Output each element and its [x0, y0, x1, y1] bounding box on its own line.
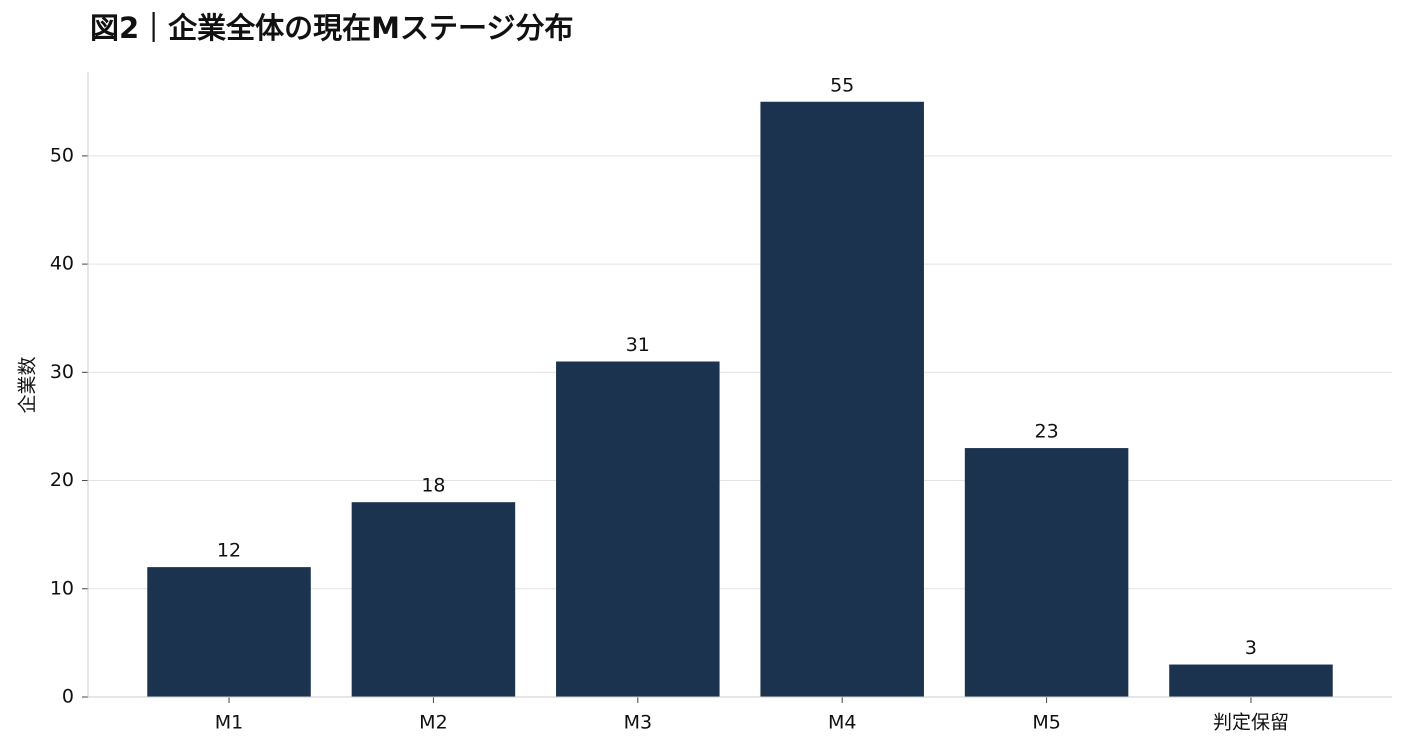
- y-tick-label: 10: [50, 577, 74, 599]
- bar: [964, 448, 1129, 697]
- bar: [760, 101, 924, 697]
- y-axis-label: 企業数: [17, 356, 39, 413]
- x-tick-label: M2: [419, 712, 447, 734]
- bar: [147, 567, 311, 697]
- y-tick-label: 0: [62, 686, 74, 708]
- value-label: 18: [421, 475, 445, 497]
- value-label: 12: [217, 540, 241, 562]
- chart-title: 図2｜企業全体の現在Mステージ分布: [90, 11, 573, 45]
- x-tick-label: 判定保留: [1213, 712, 1289, 734]
- y-tick-label: 40: [50, 253, 74, 275]
- bar: [1169, 664, 1333, 697]
- y-tick-label: 20: [50, 469, 74, 491]
- value-label: 31: [626, 334, 650, 356]
- value-label: 55: [830, 74, 854, 96]
- x-tick-label: M5: [1032, 712, 1060, 734]
- x-tick-label: M4: [828, 712, 856, 734]
- value-label: 23: [1034, 421, 1058, 443]
- y-tick-label: 50: [50, 144, 74, 166]
- x-tick-label: M1: [215, 712, 243, 734]
- y-tick-label: 30: [50, 361, 74, 383]
- value-label: 3: [1245, 637, 1257, 659]
- bar: [351, 502, 516, 697]
- x-tick-label: M3: [624, 712, 652, 734]
- bar: [556, 361, 720, 697]
